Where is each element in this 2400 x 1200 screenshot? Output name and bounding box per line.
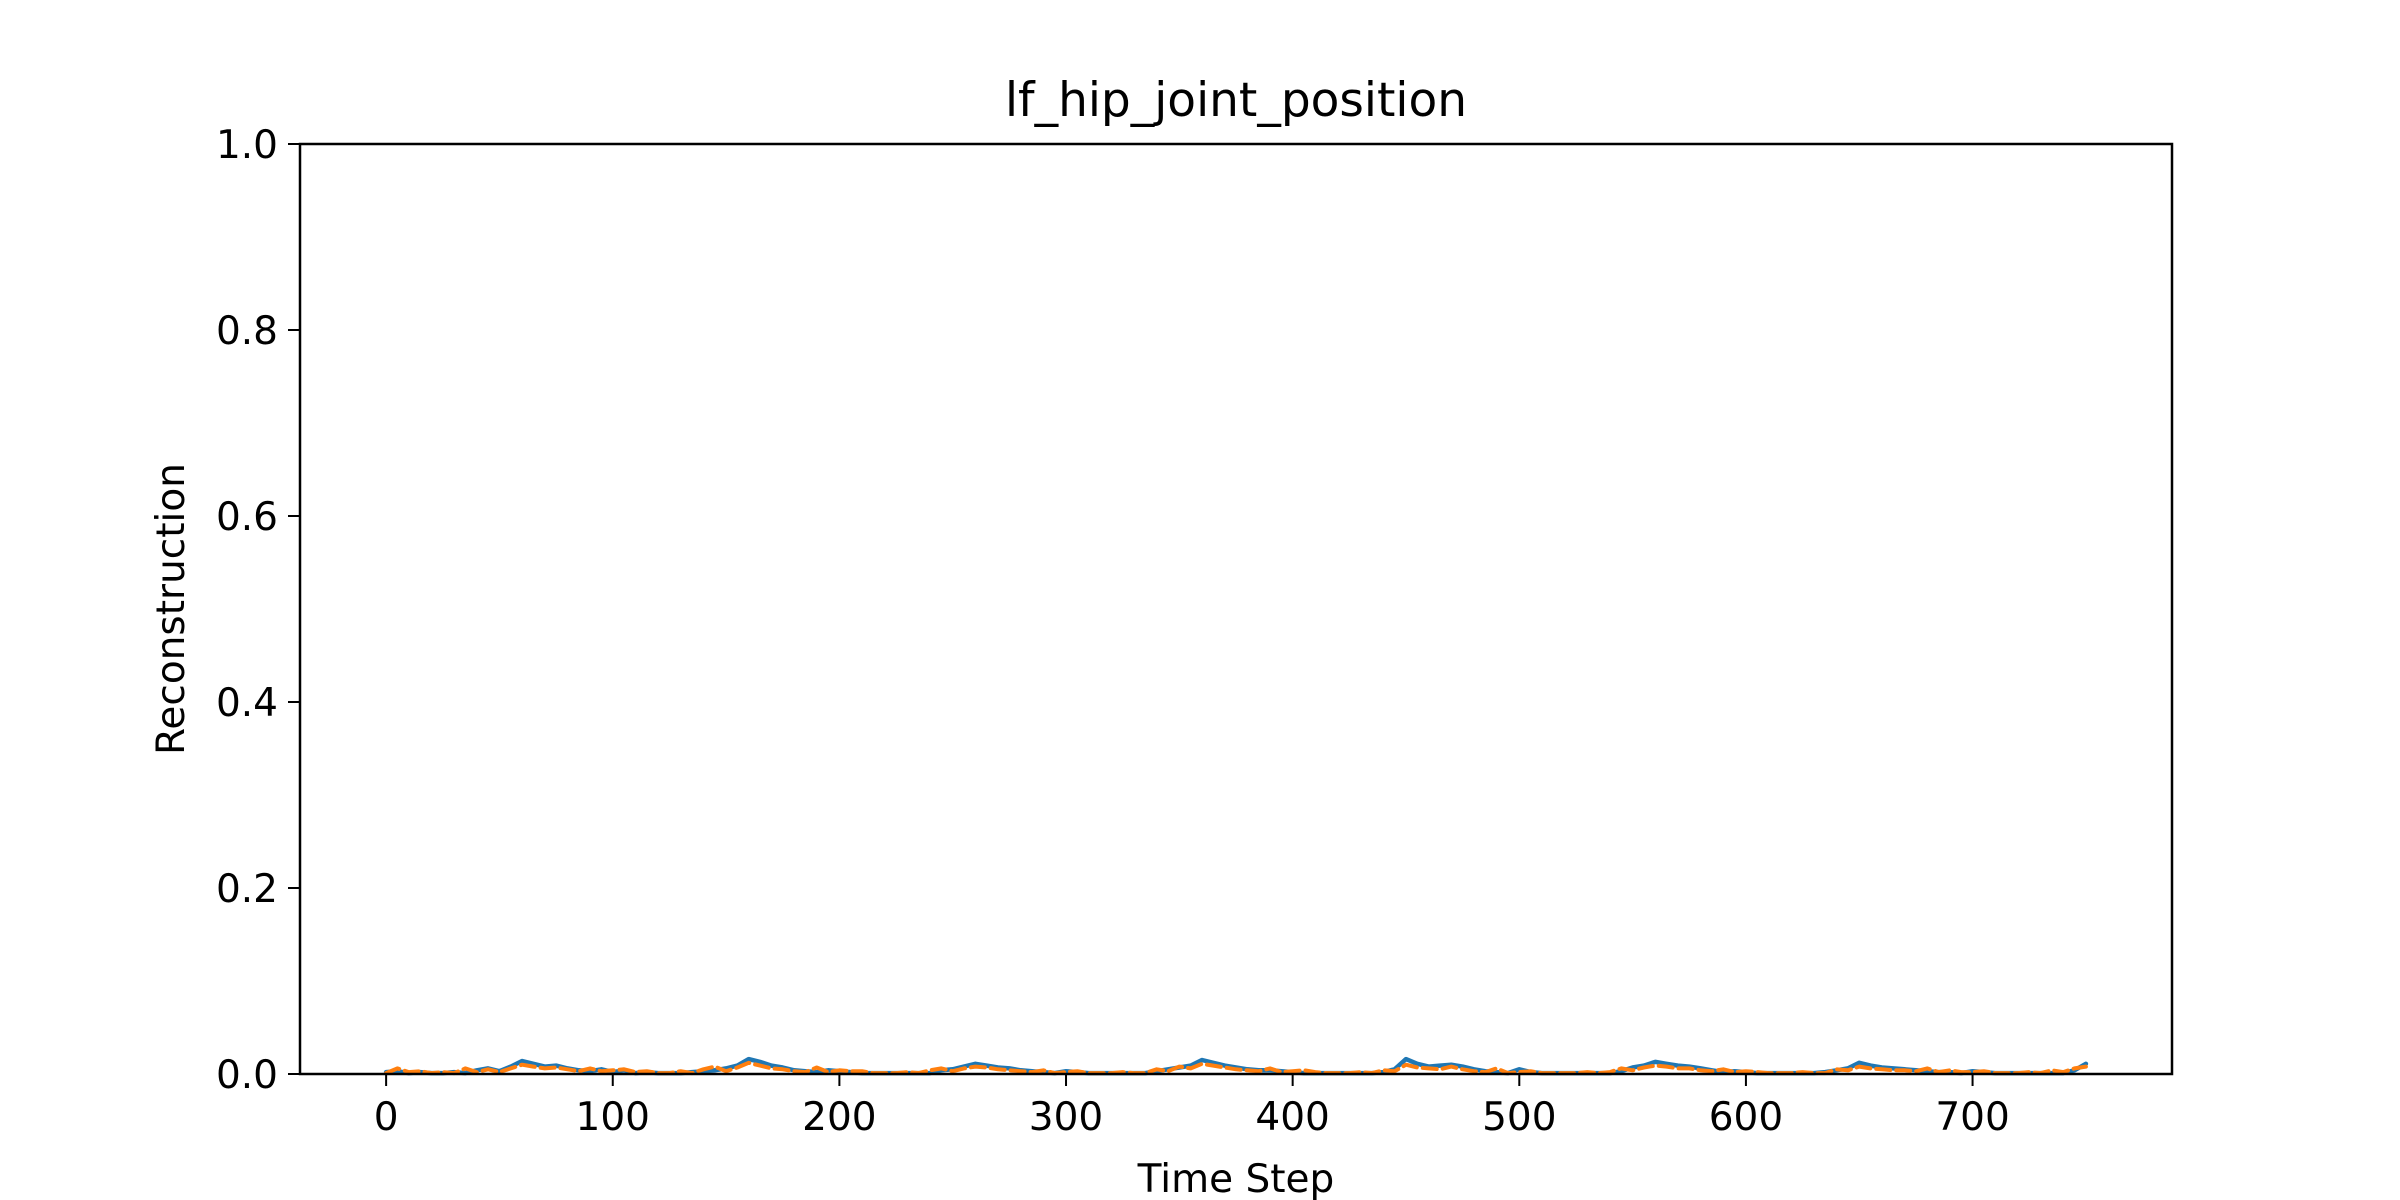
y-tick-label: 1.0 [216,123,278,168]
axes-frame [298,142,2174,1076]
y-axis-label: Reconstruction [149,463,194,755]
y-tick-label: 0.2 [216,867,278,912]
x-tick-label: 300 [1029,1095,1103,1140]
x-tick-label: 0 [374,1095,399,1140]
y-tick-label: 0.0 [216,1053,278,1098]
y-tick-label: 0.6 [216,495,278,540]
x-tick-label: 600 [1709,1095,1783,1140]
x-tick-label: 200 [802,1095,876,1140]
y-tick-label: 0.4 [216,681,278,726]
x-tick-label: 100 [576,1095,650,1140]
y-axis-ticks: 0.0 0.2 0.4 0.6 0.8 1.0 [216,123,300,1098]
x-axis-label: Time Step [1137,1157,1335,1200]
x-tick-label: 700 [1935,1095,2009,1140]
x-tick-label: 400 [1255,1095,1329,1140]
chart-title: lf_hip_joint_position [1005,73,1467,128]
y-tick-label: 0.8 [216,309,278,354]
x-axis-ticks: 0 100 200 300 400 500 600 700 [374,1074,2010,1140]
x-tick-label: 500 [1482,1095,1556,1140]
